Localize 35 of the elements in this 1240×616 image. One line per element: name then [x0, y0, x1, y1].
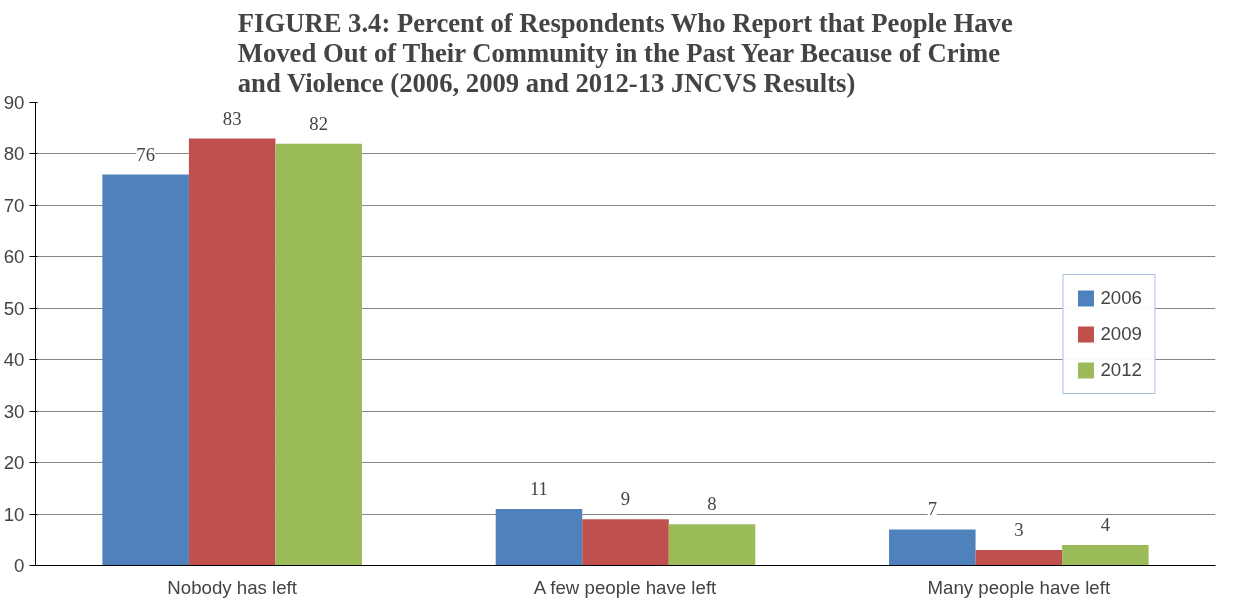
bar — [889, 529, 976, 566]
legend-label: 2009 — [1100, 322, 1142, 345]
x-tick-label: Nobody has left — [167, 576, 298, 598]
data-label: 11 — [529, 477, 548, 499]
data-label: 83 — [222, 107, 242, 129]
bar — [668, 524, 756, 566]
y-tick-label: 0 — [14, 555, 25, 576]
y-tick-label: 50 — [3, 297, 25, 319]
y-tick-label: 90 — [3, 92, 25, 113]
data-label: 7 — [927, 498, 937, 520]
y-tick-label: 70 — [3, 194, 25, 216]
y-tick-label: 10 — [3, 503, 25, 525]
y-tick-label: 60 — [3, 246, 25, 268]
bar — [275, 143, 362, 566]
bar — [582, 519, 669, 566]
x-tick-label: Many people have left — [927, 576, 1111, 598]
y-tick-label: 30 — [3, 400, 25, 422]
bar — [975, 550, 1063, 566]
data-label: 8 — [707, 493, 717, 515]
data-label: 9 — [620, 488, 631, 510]
data-label: 3 — [1014, 519, 1024, 541]
data-label: 76 — [136, 143, 155, 165]
bar — [102, 174, 189, 566]
bar — [1062, 544, 1149, 566]
bar — [188, 138, 276, 566]
bar — [495, 508, 583, 566]
y-tick-label: 80 — [3, 143, 25, 165]
y-tick-label: 40 — [3, 349, 25, 371]
data-label: 4 — [1100, 513, 1111, 535]
legend-label: 2012 — [1100, 358, 1142, 381]
data-label: 82 — [309, 112, 329, 134]
x-tick-label: A few people have left — [533, 576, 718, 598]
legend-label: 2006 — [1100, 286, 1142, 309]
y-tick-label: 20 — [3, 452, 25, 474]
chart-title: FIGURE 3.4: Percent of Respondents Who Report that People Have Moved Out of Their Community in the Past Year Because of Crime and Violence (2006, 2009 and 2012-13 JNCVS Results) — [237, 7, 1013, 98]
